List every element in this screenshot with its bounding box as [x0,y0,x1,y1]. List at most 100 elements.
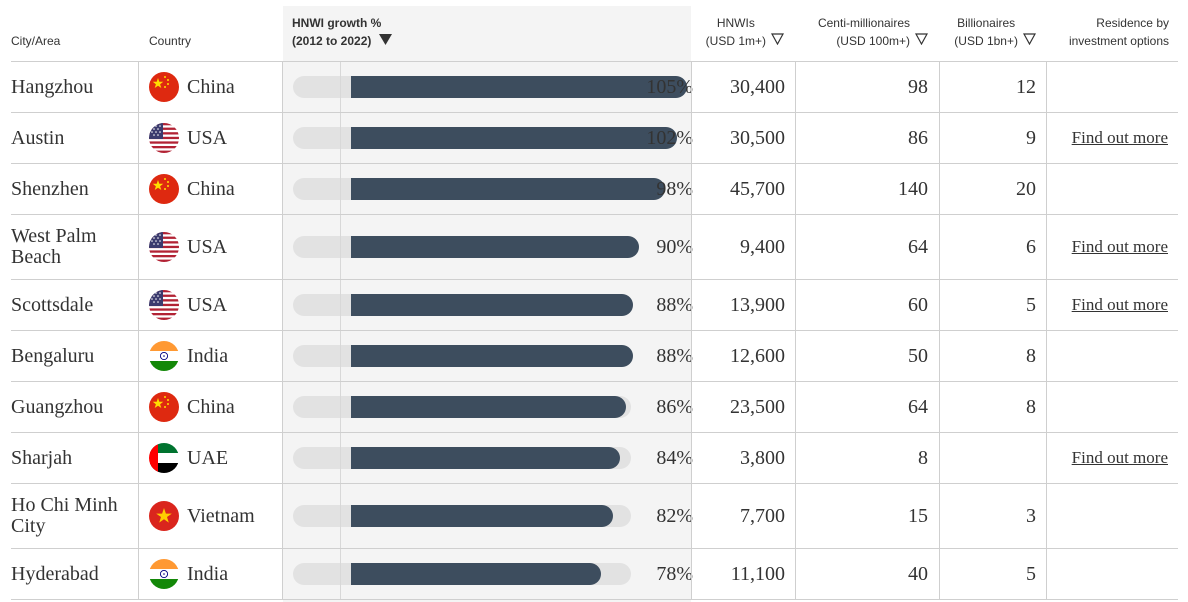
find-out-more-link[interactable]: Find out more [1071,128,1168,147]
column-divider [1046,433,1047,483]
column-divider [138,280,139,330]
header-hnwis[interactable]: HNWIs (USD 1m+) [706,14,785,50]
header-growth[interactable]: HNWI growth % (2012 to 2022) [292,14,393,50]
column-divider [138,549,139,599]
centi-value: 140 [898,177,928,200]
column-divider [138,484,139,548]
country-cell: USA [149,280,289,330]
find-out-more-link[interactable]: Find out more [1071,295,1168,314]
header-residence: Residence by investment options [1069,14,1169,50]
table-row: Shenzhen China 98% 45,700 140 20 [11,164,1178,215]
column-divider [939,113,940,163]
column-divider [138,113,139,163]
country-cell: China [149,164,289,214]
bar-baseline [340,62,341,112]
table-row: Scottsdale USA 88% 13,900 60 5 Find out more [11,280,1178,331]
country-name: India [187,562,229,585]
column-divider [691,433,692,483]
growth-bar: 78% [293,549,693,599]
column-divider [939,484,940,548]
column-divider [795,382,796,432]
city-name: Austin [11,126,65,149]
growth-percent: 88% [656,344,693,367]
sort-down-outline-icon[interactable] [914,32,929,50]
growth-bar: 82% [293,484,693,548]
column-divider [282,382,283,432]
growth-bar-fill [351,294,633,316]
bar-baseline [340,280,341,330]
column-divider [282,164,283,214]
column-divider [1046,331,1047,381]
column-divider [138,62,139,112]
growth-bar-fill [351,127,677,149]
column-divider [1046,62,1047,112]
hnwis-value: 9,400 [740,235,785,258]
usa-flag-icon [149,290,179,320]
header-growth-line2: (2012 to 2022) [292,34,372,48]
country-cell: Vietnam [149,484,289,548]
billionaires-value: 5 [1026,293,1036,316]
vietnam-flag-icon [149,501,179,531]
growth-bar: 86% [293,382,693,432]
header-centi[interactable]: Centi-millionaires (USD 100m+) [817,14,929,50]
column-divider [282,62,283,112]
column-divider [795,280,796,330]
billionaires-value [946,433,1036,483]
city-name: Guangzhou [11,395,104,418]
column-divider [138,164,139,214]
column-divider [939,62,940,112]
billionaires-value: 20 [1016,177,1036,200]
header-res-line2: investment options [1068,34,1169,48]
column-divider [282,484,283,548]
billionaires-value: 8 [1026,344,1036,367]
column-divider [795,215,796,279]
bar-baseline [340,113,341,163]
hnwis-value: 11,100 [730,562,785,585]
hnwis-value: 23,500 [730,395,785,418]
country-name: China [187,177,235,200]
header-city[interactable]: City/Area [11,34,61,48]
centi-value: 50 [908,344,928,367]
sort-down-filled-icon[interactable] [379,32,393,50]
header-res-line1: Residence by [1096,16,1169,30]
column-divider [282,331,283,381]
header-billionaires[interactable]: Billionaires (USD 1bn+) [954,14,1037,50]
growth-percent: 86% [656,395,693,418]
bar-baseline [340,433,341,483]
growth-percent: 98% [656,177,693,200]
column-divider [939,280,940,330]
usa-flag-icon [149,123,179,153]
header-hnwis-line1: HNWIs [716,16,755,30]
column-divider [691,484,692,548]
bar-baseline [340,331,341,381]
find-out-more-link[interactable]: Find out more [1071,448,1168,467]
growth-bar: 88% [293,280,693,330]
bar-baseline [340,549,341,599]
sort-down-outline-icon[interactable] [770,32,785,50]
growth-percent: 78% [656,562,693,585]
country-cell: USA [149,215,289,279]
column-divider [939,164,940,214]
bar-baseline [340,484,341,548]
column-divider [795,331,796,381]
column-divider [1046,215,1047,279]
column-divider [1046,484,1047,548]
country-name: USA [187,235,228,258]
column-divider [691,331,692,381]
header-centi-line1: Centi-millionaires [817,16,910,30]
hnwis-value: 12,600 [730,344,785,367]
column-divider [1046,382,1047,432]
city-name: Scottsdale [11,293,94,316]
find-out-more-link[interactable]: Find out more [1071,237,1168,256]
billionaires-value: 6 [1026,235,1036,258]
country-cell: UAE [149,433,289,483]
growth-bar-fill [351,505,613,527]
country-name: UAE [187,446,229,469]
table-row: Hyderabad India 78% 11,100 40 5 [11,549,1178,600]
sort-down-outline-icon[interactable] [1022,32,1037,50]
country-name: Vietnam [187,504,255,527]
growth-bar-fill [351,563,601,585]
column-divider [282,280,283,330]
column-divider [795,549,796,599]
header-country[interactable]: Country [149,34,192,48]
